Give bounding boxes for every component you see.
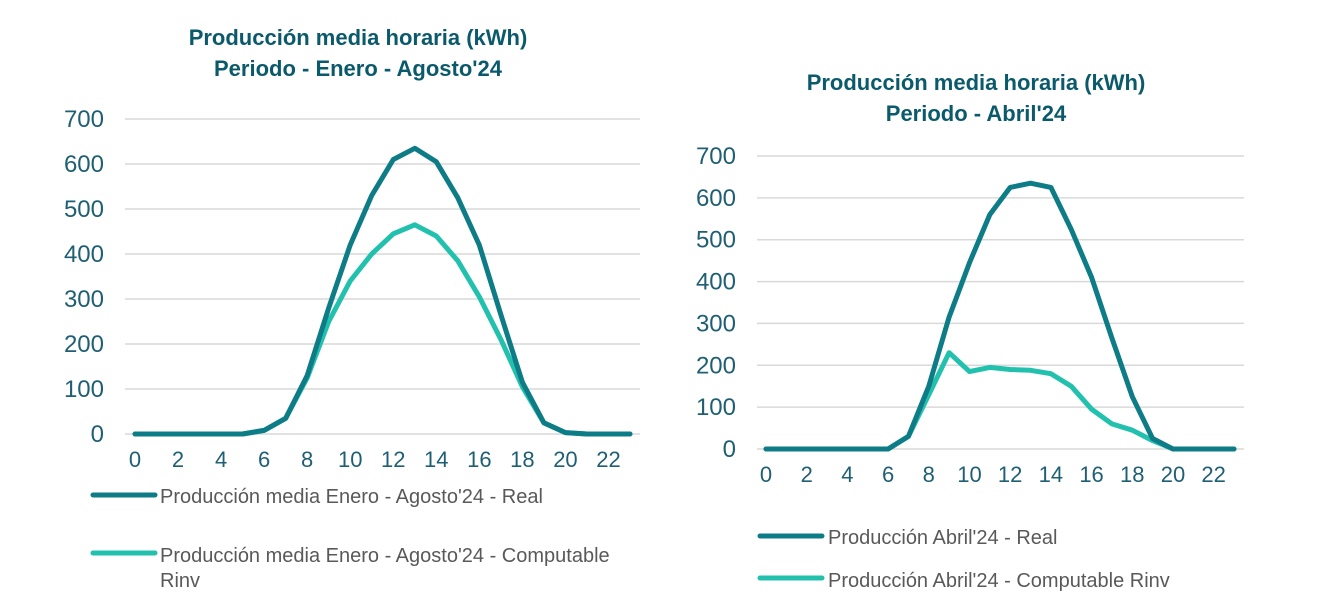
series-line-computable — [132, 222, 633, 437]
y-tick-label: 400 — [64, 241, 104, 268]
series-line-real — [132, 145, 633, 437]
y-tick-label: 600 — [64, 151, 104, 178]
y-tick-label: 200 — [64, 331, 104, 358]
x-tick-label: 16 — [1079, 462, 1103, 487]
y-tick-label: 200 — [696, 352, 736, 379]
y-tick-label: 300 — [64, 286, 104, 313]
chart-title-line: Periodo - Abril'24 — [886, 101, 1067, 126]
chart-title-line: Periodo - Enero - Agosto'24 — [214, 56, 503, 81]
x-tick-label: 6 — [882, 462, 894, 487]
x-tick-label: 10 — [338, 447, 362, 472]
legend-label: Producción media Enero - Agosto'24 - Com… — [160, 545, 610, 567]
x-tick-label: 22 — [1201, 462, 1225, 487]
x-tick-label: 10 — [957, 462, 981, 487]
x-tick-label: 14 — [424, 447, 448, 472]
x-tick-label: 18 — [1120, 462, 1144, 487]
chart-enero-agosto: Producción media horaria (kWh) Periodo - … — [64, 25, 640, 592]
chart-abril: Producción media horaria (kWh) Periodo - … — [696, 70, 1244, 592]
x-tick-label: 14 — [1039, 462, 1063, 487]
x-tick-label: 20 — [553, 447, 577, 472]
chart-title-line: Producción media horaria (kWh) — [807, 70, 1146, 95]
series-line-real — [763, 180, 1237, 452]
x-tick-label: 0 — [129, 447, 141, 472]
series-line-computable — [763, 350, 1237, 452]
x-tick-label: 18 — [510, 447, 534, 472]
y-tick-label: 0 — [723, 436, 736, 463]
x-tick-label: 4 — [841, 462, 853, 487]
y-tick-label: 500 — [696, 227, 736, 254]
x-tick-label: 8 — [301, 447, 313, 472]
x-tick-label: 6 — [258, 447, 270, 472]
x-tick-label: 0 — [760, 462, 772, 487]
legend-label: Producción media Enero - Agosto'24 - Rea… — [160, 486, 543, 508]
x-tick-label: 8 — [923, 462, 935, 487]
legend-label: Producción Abril'24 - Computable Rinv — [828, 570, 1170, 592]
y-tick-label: 0 — [91, 421, 104, 448]
x-tick-label: 4 — [215, 447, 227, 472]
y-tick-label: 300 — [696, 310, 736, 337]
x-tick-label: 16 — [467, 447, 491, 472]
y-tick-label: 700 — [696, 143, 736, 170]
y-tick-label: 400 — [696, 269, 736, 296]
x-tick-label: 2 — [801, 462, 813, 487]
x-tick-label: 12 — [998, 462, 1022, 487]
y-tick-label: 700 — [64, 106, 104, 133]
y-tick-label: 100 — [64, 376, 104, 403]
y-tick-label: 500 — [64, 196, 104, 223]
y-tick-label: 600 — [696, 185, 736, 212]
chart-title-line: Producción media horaria (kWh) — [189, 25, 528, 50]
x-tick-label: 20 — [1161, 462, 1185, 487]
y-tick-label: 100 — [696, 394, 736, 421]
x-tick-label: 22 — [596, 447, 620, 472]
legend-label: Rinv — [160, 570, 200, 592]
x-tick-label: 2 — [172, 447, 184, 472]
x-tick-label: 12 — [381, 447, 405, 472]
legend-label: Producción Abril'24 - Real — [828, 527, 1058, 549]
